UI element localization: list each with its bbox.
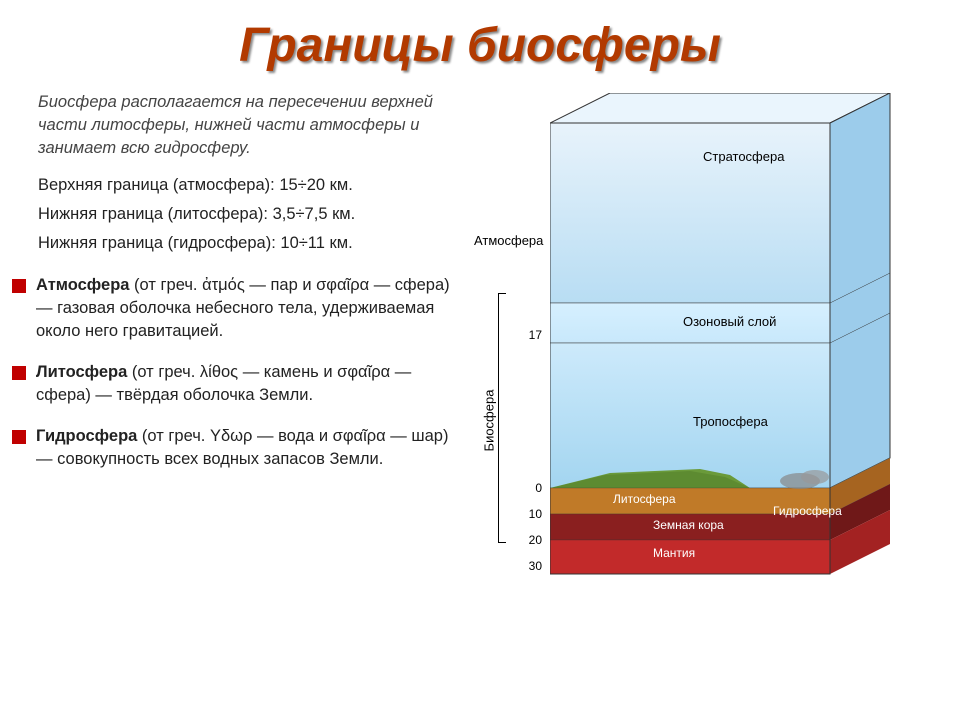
boundary-label: Нижняя граница (литосфера): [38, 205, 268, 223]
layer-crust: Земная кора [650, 517, 727, 533]
biosphere-label: Биосфера [481, 390, 496, 452]
boundary-value: 3,5÷7,5 км. [273, 205, 356, 223]
content-columns: Биосфера располагается на пересечении ве… [0, 83, 960, 703]
definition-hydrosphere: Гидросфера (от греч. Yδωρ — вода и σφαῖρ… [38, 425, 458, 471]
def-term: Гидросфера [36, 427, 137, 445]
left-panel: Биосфера располагается на пересечении ве… [10, 83, 470, 703]
diagram-svg [550, 93, 900, 653]
layer-mantle: Мантия [650, 545, 698, 561]
layer-stratosphere: Стратосфера [700, 148, 787, 165]
bullet-icon [12, 279, 26, 293]
boundary-label: Верхняя граница (атмосфера): [38, 176, 275, 194]
layer-troposphere: Тропосфера [690, 413, 771, 430]
boundary-row-1: Нижняя граница (литосфера): 3,5÷7,5 км. [38, 203, 458, 226]
definition-text: Атмосфера (от греч. ἀτμός — пар и σφαῖρα… [36, 274, 458, 343]
atmosphere-side-label: Атмосфера [474, 233, 543, 248]
layer-ozone: Озоновый слой [680, 313, 779, 330]
boundary-row-0: Верхняя граница (атмосфера): 15÷20 км. [38, 174, 458, 197]
boundary-row-2: Нижняя граница (гидросфера): 10÷11 км. [38, 232, 458, 255]
def-term: Атмосфера [36, 276, 129, 294]
definition-lithosphere: Литосфера (от греч. λίθος — камень и σφα… [38, 361, 458, 407]
scale-tick: 0 [512, 481, 542, 495]
right-panel: Атмосфера 17 0 10 20 30 Биосфера [470, 83, 950, 703]
title-text: Границы биосферы [239, 19, 721, 72]
def-term: Литосфера [36, 363, 127, 381]
bullet-icon [12, 366, 26, 380]
page-title: Границы биосферы [0, 0, 960, 83]
scale-tick: 10 [512, 507, 542, 521]
boundary-label: Нижняя граница (гидросфера): [38, 234, 276, 252]
boundary-value: 15÷20 км. [279, 176, 353, 194]
scale-tick: 20 [512, 533, 542, 547]
scale-tick: 30 [512, 559, 542, 573]
bullet-icon [12, 430, 26, 444]
boundary-value: 10÷11 км. [280, 234, 352, 252]
definition-atmosphere: Атмосфера (от греч. ἀτμός — пар и σφαῖρα… [38, 274, 458, 343]
layer-lithosphere: Литосфера [610, 491, 679, 507]
definition-text: Литосфера (от греч. λίθος — камень и σφα… [36, 361, 458, 407]
scale-tick: 17 [512, 328, 542, 342]
intro-text: Биосфера располагается на пересечении ве… [38, 91, 458, 160]
biosphere-bracket [498, 293, 506, 543]
definition-text: Гидросфера (от греч. Yδωρ — вода и σφαῖρ… [36, 425, 458, 471]
biosphere-diagram: Стратосфера Озоновый слой Тропосфера Лит… [550, 93, 900, 653]
layer-hydrosphere: Гидросфера [770, 503, 845, 519]
